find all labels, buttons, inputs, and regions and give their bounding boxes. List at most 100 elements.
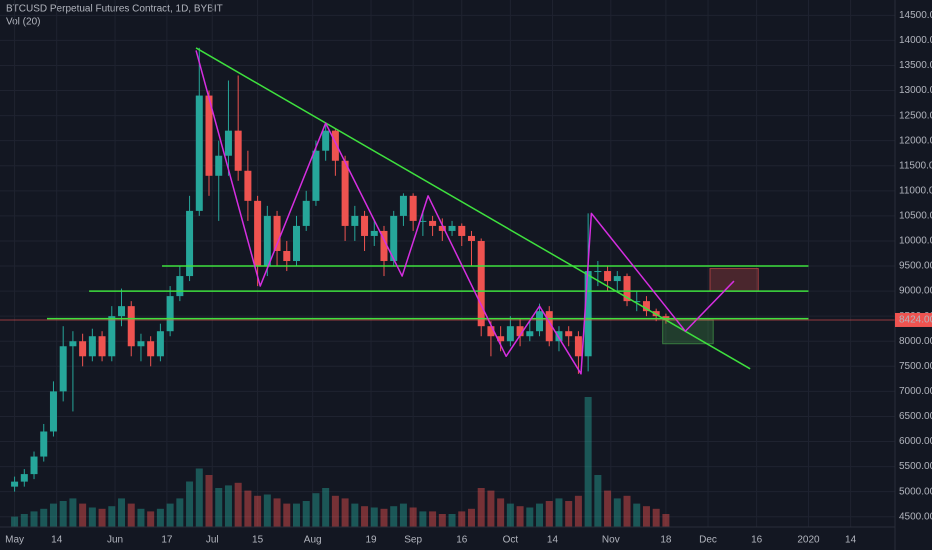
candle-body bbox=[419, 220, 427, 222]
volume-bar bbox=[118, 498, 126, 527]
volume-bar bbox=[477, 488, 485, 527]
candle-body bbox=[312, 150, 320, 201]
y-tick-label: 12000.00 bbox=[899, 135, 932, 146]
volume-bar bbox=[40, 508, 48, 527]
y-tick-label: 6500.00 bbox=[899, 411, 932, 422]
zone-box bbox=[709, 268, 759, 292]
candle-body bbox=[254, 200, 262, 267]
volume-bar bbox=[302, 501, 310, 527]
volume-bar bbox=[273, 498, 281, 527]
volume-bar bbox=[224, 485, 232, 527]
x-tick-label: Oct bbox=[503, 535, 519, 546]
candle-body bbox=[633, 301, 641, 303]
volume-bar bbox=[69, 498, 77, 527]
price-scale-bg bbox=[895, 0, 932, 550]
volume-bar bbox=[195, 468, 203, 527]
candle-body bbox=[283, 250, 291, 262]
candle-body bbox=[545, 311, 553, 342]
volume-bar bbox=[380, 508, 388, 527]
volume-label: Vol (20) bbox=[6, 17, 40, 28]
candle-body bbox=[448, 225, 456, 231]
candle-body bbox=[506, 326, 514, 342]
volume-bar bbox=[292, 503, 300, 527]
candle-body bbox=[292, 225, 300, 262]
candle-body bbox=[487, 326, 495, 337]
y-tick-label: 13000.00 bbox=[899, 85, 932, 96]
candle-body bbox=[331, 130, 339, 161]
y-tick-label: 9500.00 bbox=[899, 261, 932, 272]
candle-body bbox=[370, 230, 378, 236]
x-tick-label: Dec bbox=[699, 535, 717, 546]
candle-body bbox=[536, 311, 544, 332]
volume-bar bbox=[487, 490, 495, 527]
volume-bar bbox=[254, 495, 262, 527]
volume-bar bbox=[361, 506, 369, 527]
volume-bar bbox=[419, 511, 427, 527]
candle-body bbox=[127, 306, 135, 347]
candle-body bbox=[390, 215, 398, 262]
volume-bar bbox=[98, 508, 106, 527]
candle-body bbox=[156, 331, 164, 357]
y-tick-label: 4500.00 bbox=[899, 511, 932, 522]
volume-bar bbox=[506, 503, 514, 527]
candle-body bbox=[147, 341, 155, 357]
candle-body bbox=[195, 95, 203, 211]
volume-bar bbox=[205, 475, 213, 527]
candle-body bbox=[302, 200, 310, 226]
last-price-box bbox=[895, 312, 932, 327]
candle-body bbox=[565, 331, 573, 337]
candle-body bbox=[215, 155, 223, 176]
volume-bar bbox=[555, 498, 563, 527]
volume-bar bbox=[11, 516, 19, 527]
candle-body bbox=[137, 341, 145, 347]
y-tick-label: 10500.00 bbox=[899, 211, 932, 222]
x-tick-label: 18 bbox=[660, 535, 672, 546]
candle-body bbox=[429, 220, 437, 226]
candle-body bbox=[604, 271, 612, 282]
volume-bar bbox=[108, 506, 116, 527]
volume-bar bbox=[79, 503, 87, 527]
candle-body bbox=[458, 225, 466, 236]
candle-body bbox=[438, 225, 446, 231]
candle-body bbox=[205, 95, 213, 176]
volume-bar bbox=[30, 511, 38, 527]
volume-bar bbox=[20, 514, 28, 527]
drawn-line bbox=[195, 50, 735, 375]
volume-bar bbox=[662, 514, 670, 527]
x-tick-label: Jul bbox=[206, 535, 219, 546]
volume-bar bbox=[59, 501, 67, 527]
candle-body bbox=[118, 306, 126, 317]
volume-bar bbox=[176, 498, 184, 527]
candle-body bbox=[613, 276, 621, 282]
x-tick-label: 14 bbox=[845, 535, 857, 546]
volume-bar bbox=[497, 498, 505, 527]
x-tick-label: Jun bbox=[107, 535, 123, 546]
candle-body bbox=[88, 336, 96, 357]
volume-bar bbox=[156, 508, 164, 527]
candle-body bbox=[79, 341, 87, 357]
y-tick-label: 12500.00 bbox=[899, 110, 932, 121]
plot-layer bbox=[0, 0, 895, 527]
volume-bar bbox=[642, 506, 650, 527]
volume-bar bbox=[351, 503, 359, 527]
x-tick-label: 16 bbox=[751, 535, 763, 546]
candle-body bbox=[273, 215, 281, 251]
volume-bar bbox=[390, 506, 398, 527]
volume-bar bbox=[263, 494, 271, 527]
volume-bar bbox=[536, 503, 544, 527]
x-tick-label: 15 bbox=[252, 535, 264, 546]
candle-body bbox=[59, 346, 67, 392]
y-tick-label: 6000.00 bbox=[899, 436, 932, 447]
candle-body bbox=[69, 341, 77, 347]
candle-body bbox=[20, 474, 28, 482]
volume-bar bbox=[186, 481, 194, 527]
volume-bar bbox=[49, 503, 57, 527]
candle-body bbox=[574, 336, 582, 357]
volume-bar bbox=[448, 514, 456, 527]
y-tick-label: 11000.00 bbox=[899, 185, 932, 196]
volume-bar bbox=[604, 490, 612, 527]
y-tick-label: 9000.00 bbox=[899, 286, 932, 297]
volume-bar bbox=[584, 397, 592, 527]
x-tick-label: 16 bbox=[456, 535, 468, 546]
